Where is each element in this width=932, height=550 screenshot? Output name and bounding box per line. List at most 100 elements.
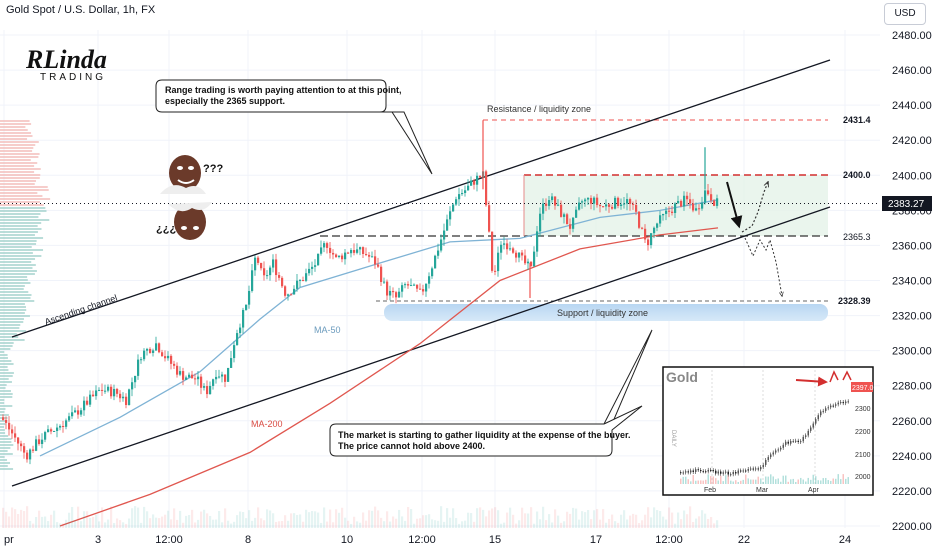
candle-body	[317, 253, 320, 266]
candle-body	[641, 227, 644, 229]
volume-bar	[653, 507, 656, 528]
volume-bar	[308, 512, 311, 528]
inset-volume-bar	[697, 480, 699, 484]
logo: RLinda TRADING	[25, 45, 107, 83]
candle-body	[62, 425, 65, 427]
candle-body	[419, 288, 422, 290]
candle-body	[50, 429, 53, 432]
volume-profile-bar	[0, 162, 38, 164]
volume-bar	[314, 511, 317, 528]
volume-bar	[602, 509, 605, 528]
volume-profile-bar	[0, 399, 5, 401]
volume-bar	[587, 510, 590, 528]
volume-bar	[326, 521, 329, 528]
ma200-label: MA-200	[251, 419, 283, 429]
candle-body	[89, 394, 92, 405]
candle-body	[629, 199, 632, 204]
volume-bar	[191, 509, 194, 528]
inset-volume-bar	[835, 478, 837, 484]
volume-profile-bar	[0, 288, 24, 290]
volume-bar	[407, 507, 410, 528]
volume-bar	[338, 512, 341, 528]
volume-bar	[77, 506, 80, 528]
candle-body	[326, 243, 329, 248]
candle-body	[329, 247, 332, 253]
volume-bar	[98, 521, 101, 528]
support-zone-label: Support / liquidity zone	[557, 308, 648, 318]
volume-bar	[113, 523, 116, 528]
inset-candle-body	[820, 411, 822, 416]
candle-body	[488, 205, 491, 232]
candle-body	[710, 194, 713, 201]
inset-volume-bar	[752, 479, 754, 484]
volume-profile-bar	[0, 327, 20, 329]
inset-volume-bar	[827, 480, 829, 484]
volume-bar	[371, 510, 374, 528]
volume-bar	[461, 521, 464, 528]
inset-candle-body	[835, 404, 837, 406]
volume-profile-bar	[0, 183, 35, 185]
candle-body	[566, 214, 569, 225]
candle-body	[194, 378, 197, 380]
volume-profile-bar	[0, 405, 13, 407]
volume-bar	[302, 521, 305, 528]
volume-bar	[71, 506, 74, 528]
candle-body	[410, 285, 413, 287]
volume-bar	[170, 519, 173, 528]
candle-body	[53, 430, 56, 432]
volume-bar	[614, 521, 617, 528]
volume-bar	[590, 519, 593, 528]
volume-bar	[275, 521, 278, 528]
volume-profile-bar	[0, 366, 8, 368]
inset-volume-bar	[725, 475, 727, 484]
time-axis[interactable]: pr 3 12:00 8 10 12:00 15 17 12:00 22 24	[4, 534, 851, 546]
candle-body	[428, 276, 431, 284]
inset-candle-body	[702, 471, 704, 473]
inset-candle-body	[755, 468, 757, 470]
volume-profile-bar	[0, 306, 26, 308]
candle-body	[374, 256, 377, 265]
inset-candle-body	[692, 470, 694, 472]
volume-bar	[365, 520, 368, 528]
volume-bar	[668, 507, 671, 528]
candle-body	[158, 343, 161, 353]
volume-profile-bar	[0, 342, 14, 344]
volume-bar	[260, 518, 263, 528]
volume-profile-bar	[0, 189, 49, 191]
volume-bar	[368, 510, 371, 528]
candle-body	[674, 203, 677, 213]
volume-profile-bar	[0, 468, 14, 470]
ma200-line	[59, 227, 719, 527]
candle-body	[638, 211, 641, 228]
inset-chart: Gold DAILY 2300 2200 2100 2000 Feb Mar A…	[662, 366, 874, 496]
volume-bar	[530, 507, 533, 528]
inset-volume-bar	[820, 480, 822, 484]
price-axis[interactable]: 2480.002460.002440.002420.002400.002380.…	[892, 30, 932, 533]
volume-profile-bar	[0, 252, 33, 254]
volume-profile-bar	[0, 360, 12, 362]
candle-body	[311, 266, 314, 269]
inset-volume-bar	[797, 479, 799, 484]
candle-body	[173, 363, 176, 366]
candle-body	[686, 195, 689, 200]
candle-body	[140, 359, 143, 361]
callout-bottom-line2: The price cannot hold above 2400.	[338, 441, 485, 451]
candle-body	[599, 205, 602, 207]
currency-button[interactable]: USD	[884, 3, 926, 25]
candle-body	[443, 230, 446, 240]
volume-bar	[2, 507, 5, 528]
candle-body	[182, 371, 185, 380]
volume-bar	[134, 506, 137, 528]
volume-profile-bar	[0, 264, 36, 266]
volume-bar	[221, 522, 224, 528]
candle-body	[197, 376, 200, 380]
inset-candle-body	[822, 410, 824, 412]
inset-volume-bar	[812, 474, 814, 484]
candle-body	[164, 356, 167, 359]
volume-bar	[470, 513, 473, 528]
volume-profile-bar	[0, 195, 43, 197]
volume-bar	[404, 520, 407, 528]
volume-profile-bar	[0, 261, 32, 263]
volume-bar	[176, 519, 179, 528]
